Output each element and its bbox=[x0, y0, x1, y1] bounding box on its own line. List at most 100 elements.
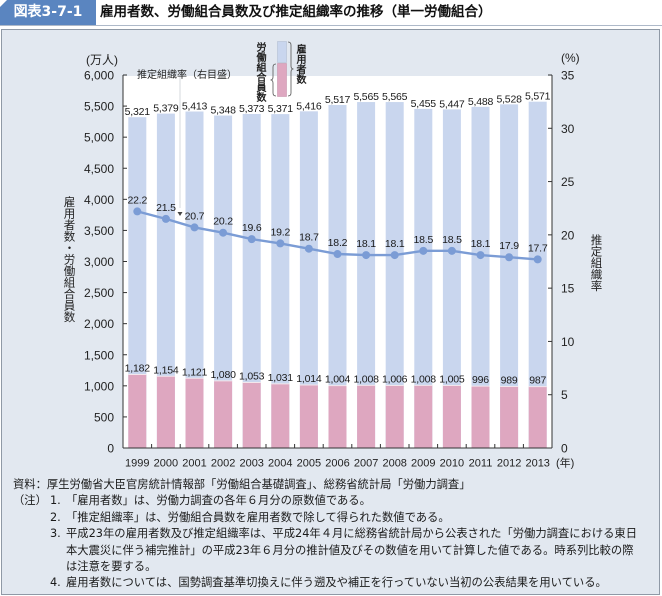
bar-union-members bbox=[128, 374, 147, 448]
bar-union-members bbox=[242, 382, 261, 448]
left-axis-tick-label: 4,500 bbox=[84, 162, 114, 176]
point-unionization-rate bbox=[476, 251, 485, 260]
bar-employees bbox=[128, 117, 147, 448]
left-axis-tick-label: 1,500 bbox=[84, 348, 114, 362]
bar-employees bbox=[442, 109, 461, 448]
chart-title: 雇用者数、労働組合員数及び推定組織率の推移（単一労働組合） bbox=[100, 4, 492, 20]
left-axis-tick-label: 1,000 bbox=[84, 379, 114, 393]
bar-union-members bbox=[357, 385, 376, 448]
left-axis-tick-label: 3,500 bbox=[84, 224, 114, 238]
legend-label-unionization-rate: 推定組織率（右目盛） bbox=[137, 70, 237, 81]
right-axis-tick-label: 5 bbox=[561, 388, 568, 402]
point-unionization-rate bbox=[333, 250, 342, 259]
figure-number-badge: 図表3-7-1 bbox=[0, 0, 96, 25]
left-axis-unit: (万人) bbox=[86, 53, 118, 67]
data-label-union-members: 1,004 bbox=[325, 374, 351, 386]
data-label-unionization-rate: 19.6 bbox=[242, 222, 262, 234]
bar-employees bbox=[299, 111, 318, 449]
data-label-union-members: 1,014 bbox=[296, 373, 322, 385]
bar-employees bbox=[357, 102, 376, 448]
data-label-union-members: 1,006 bbox=[382, 373, 408, 385]
data-label-union-members: 1,154 bbox=[153, 364, 179, 376]
x-axis-tick-label: 2002 bbox=[211, 458, 235, 470]
data-label-unionization-rate: 18.5 bbox=[413, 234, 433, 246]
data-label-union-members: 1,121 bbox=[182, 366, 208, 378]
x-axis-tick-label: 2007 bbox=[354, 458, 378, 470]
data-label-employees: 5,517 bbox=[325, 94, 351, 106]
data-label-employees: 5,379 bbox=[153, 103, 179, 115]
note-text: 「推定組織率」は、労働組合員数を雇用者数で除して得られた数値である。 bbox=[66, 510, 450, 524]
bar-union-members bbox=[500, 386, 519, 448]
x-axis-tick-label: 2010 bbox=[440, 458, 464, 470]
right-axis-tick-label: 0 bbox=[561, 442, 568, 456]
data-label-union-members: 1,008 bbox=[353, 373, 379, 385]
left-axis-tick-label: 4,000 bbox=[84, 193, 114, 207]
bar-employees bbox=[271, 114, 290, 448]
point-unionization-rate bbox=[505, 253, 514, 262]
data-label-employees: 5,455 bbox=[411, 98, 437, 110]
right-axis-tick-label: 25 bbox=[561, 175, 575, 189]
legend-swatch-union-members bbox=[277, 63, 287, 97]
chart-marks: 5,321 1,182 5,379 1,154 5,413 1,121 5,348 1,080… bbox=[84, 69, 575, 470]
bar-union-members bbox=[271, 383, 290, 448]
x-axis-tick-label: 2001 bbox=[182, 458, 206, 470]
point-unionization-rate bbox=[390, 251, 399, 260]
note-text: は注意を要する。 bbox=[66, 559, 157, 573]
data-label-union-members: 1,053 bbox=[239, 371, 265, 383]
left-axis-tick-label: 2,000 bbox=[84, 317, 114, 331]
x-axis-tick-label: 2011 bbox=[469, 458, 493, 470]
notes-label: （注） bbox=[13, 494, 47, 508]
header-divider bbox=[0, 25, 662, 26]
bar-employees bbox=[328, 105, 347, 449]
data-label-employees: 5,373 bbox=[239, 103, 265, 115]
note-row: は注意を要する。 bbox=[13, 559, 653, 575]
data-label-union-members: 1,005 bbox=[439, 374, 465, 386]
bar-employees bbox=[385, 102, 404, 448]
data-label-unionization-rate: 18.1 bbox=[356, 238, 376, 250]
point-unionization-rate bbox=[419, 246, 428, 255]
note-number: 3. bbox=[50, 527, 61, 541]
x-axis-unit: (年) bbox=[556, 456, 574, 470]
x-axis-tick-label: 2004 bbox=[268, 458, 292, 470]
bar-employees bbox=[242, 113, 261, 448]
left-axis-tick-label: 2,500 bbox=[84, 286, 114, 300]
right-axis-tick-label: 35 bbox=[561, 69, 575, 83]
bar-employees bbox=[471, 106, 490, 448]
left-axis-tick-label: 3,000 bbox=[84, 255, 114, 269]
x-axis-tick-label: 2000 bbox=[154, 458, 178, 470]
point-unionization-rate bbox=[304, 244, 313, 253]
x-axis-tick-label: 2012 bbox=[497, 458, 521, 470]
point-unionization-rate bbox=[362, 251, 371, 260]
bar-union-members bbox=[299, 384, 318, 448]
left-axis-tick-label: 500 bbox=[94, 410, 114, 424]
note-row: （注） 1. 「雇用者数」は、労働力調査の各年６月分の原数値である。 bbox=[13, 493, 653, 509]
note-number: 2. bbox=[50, 510, 61, 524]
x-axis-tick-label: 2013 bbox=[525, 458, 549, 470]
data-label-employees: 5,348 bbox=[210, 105, 236, 117]
note-row: 3. 平成23年の雇用者数及び推定組織率は、平成24年４月に総務省統計局から公表… bbox=[13, 526, 653, 542]
x-axis-tick-label: 2008 bbox=[382, 458, 406, 470]
left-axis-title: 雇用者数・労働組合員数 bbox=[62, 196, 77, 323]
data-label-employees: 5,571 bbox=[525, 91, 551, 103]
point-unionization-rate bbox=[133, 207, 142, 216]
note-number: 1. bbox=[50, 494, 61, 508]
data-label-union-members: 1,080 bbox=[210, 369, 236, 381]
note-row: 2. 「推定組織率」は、労働組合員数を雇用者数で除して得られた数値である。 bbox=[13, 510, 653, 526]
right-axis-tick-label: 30 bbox=[561, 122, 575, 136]
data-label-unionization-rate: 18.5 bbox=[442, 234, 462, 246]
note-text: 「雇用者数」は、労働力調査の各年６月分の原数値である。 bbox=[66, 494, 371, 508]
data-label-employees: 5,565 bbox=[382, 91, 408, 103]
bar-union-members bbox=[414, 385, 433, 448]
footer-notes: 資料：厚生労働省大臣官房統計情報部「労働組合基礎調査」、総務省統計局「労働力調査… bbox=[13, 477, 653, 592]
right-axis-tick-label: 10 bbox=[561, 335, 575, 349]
data-label-employees: 5,321 bbox=[125, 106, 151, 118]
legend-brace-union-members bbox=[270, 63, 277, 97]
point-unionization-rate bbox=[161, 214, 170, 223]
data-label-unionization-rate: 17.7 bbox=[528, 242, 548, 254]
point-unionization-rate bbox=[276, 239, 285, 248]
point-unionization-rate bbox=[190, 223, 199, 232]
x-axis-tick-label: 2003 bbox=[239, 458, 263, 470]
point-unionization-rate bbox=[447, 246, 456, 255]
x-axis-tick-label: 2005 bbox=[297, 458, 321, 470]
note-text: 雇用者数については、国勢調査基準切換えに伴う遡及や補正を行っていない当初の公表結… bbox=[66, 576, 607, 590]
